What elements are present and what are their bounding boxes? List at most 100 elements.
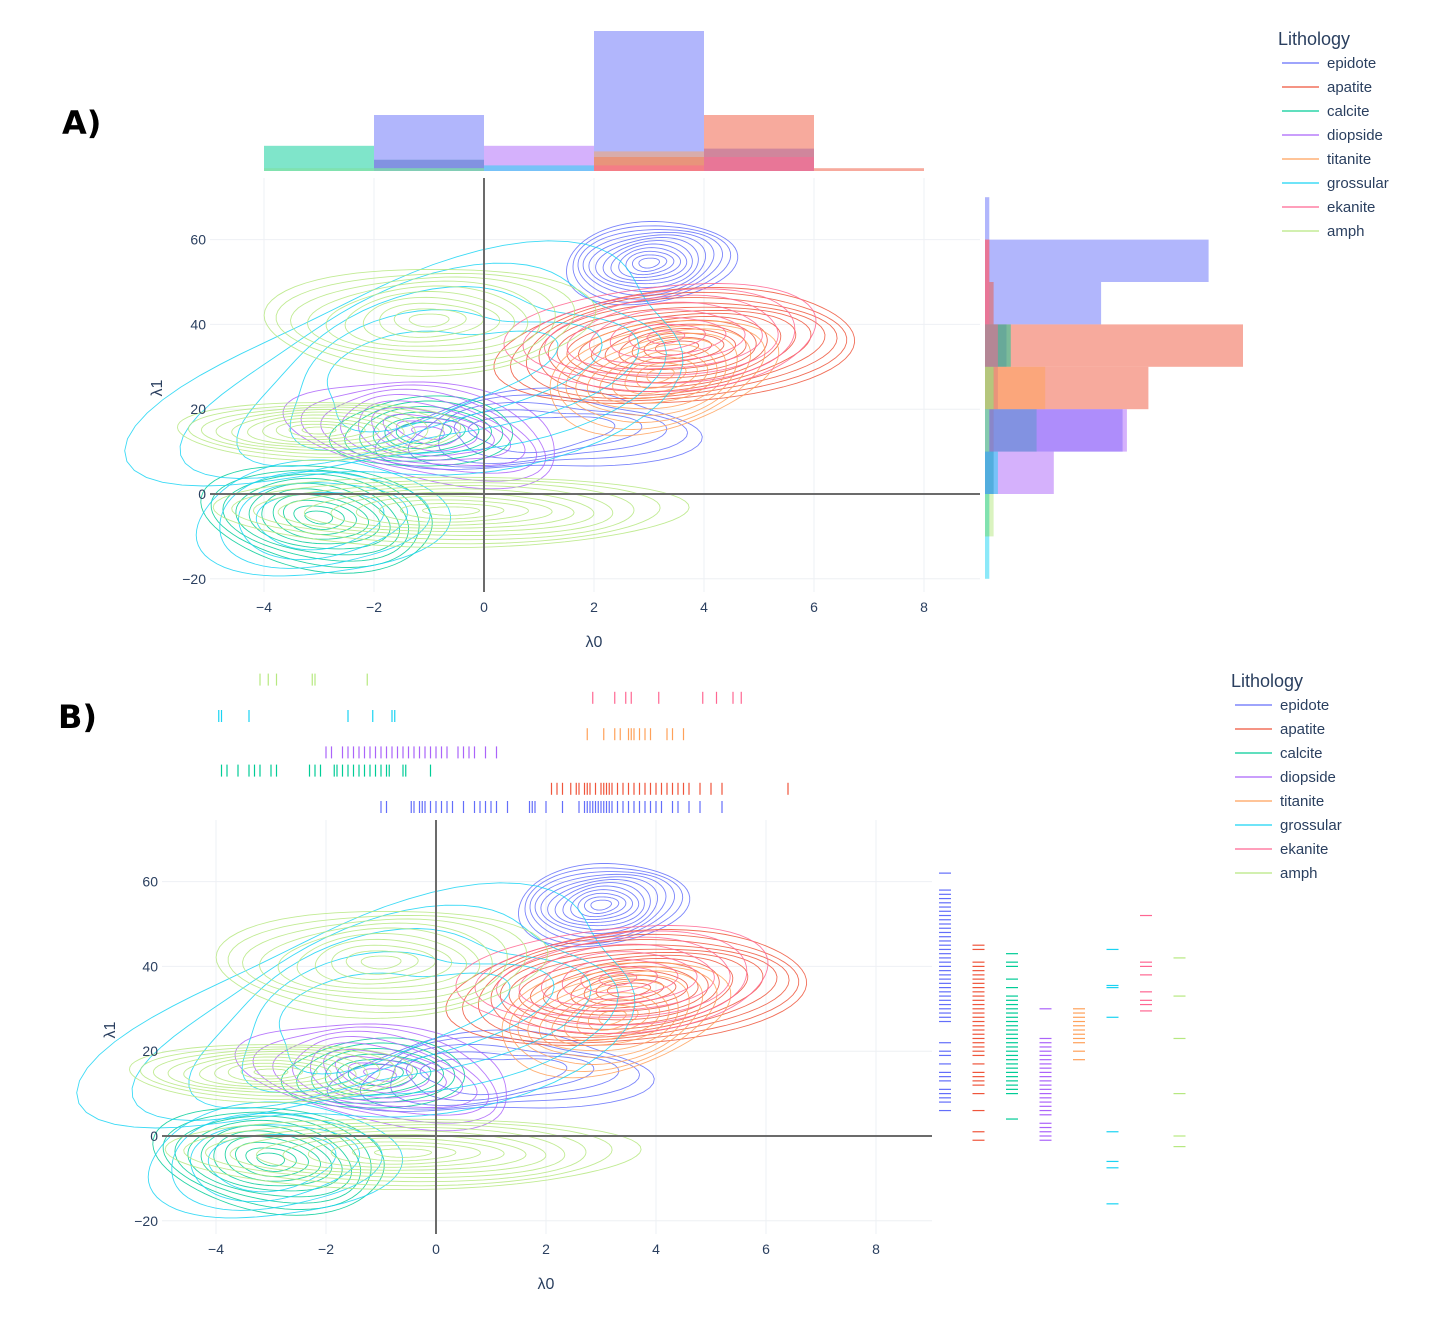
contour-line — [303, 488, 595, 533]
hist-x-bar-calcite — [264, 145, 374, 171]
contour-line — [204, 1124, 587, 1183]
y-tick-label: −20 — [182, 571, 206, 587]
legend-item-apatite[interactable]: apatite — [1282, 79, 1372, 96]
hist-x-bar-amph — [264, 168, 374, 171]
hist-x-bar-diopside — [374, 159, 484, 171]
contour-line — [253, 1068, 289, 1077]
contour-plot-b — [76, 863, 808, 1219]
contour-line — [541, 951, 698, 1006]
y-tick-label: 40 — [190, 316, 206, 332]
contour-line — [277, 485, 614, 536]
legend-title-a: Lithology — [1278, 29, 1350, 49]
x-tick-label: 6 — [762, 1241, 770, 1257]
contour-line — [259, 922, 493, 1000]
contour-line — [242, 918, 508, 1007]
contour-line — [359, 406, 492, 458]
legend-item-epidote[interactable]: epidote — [1235, 697, 1329, 714]
legend-item-amph[interactable]: amph — [1282, 223, 1365, 240]
contour-line — [587, 1004, 639, 1031]
contour-line — [421, 506, 481, 516]
contour-line — [525, 297, 838, 399]
contour-line — [277, 927, 481, 994]
contour-line — [474, 930, 748, 1026]
legend-item-amph[interactable]: amph — [1235, 865, 1318, 882]
hist-y-bar-diopside — [985, 409, 1127, 452]
contour-line — [292, 1036, 478, 1108]
contour-line — [348, 1062, 413, 1088]
contour-series-ekanite — [455, 925, 769, 1035]
contour-line — [477, 939, 790, 1041]
contour-line — [400, 503, 505, 520]
contour-line — [290, 276, 556, 365]
contour-line — [359, 1036, 641, 1110]
legend-item-apatite[interactable]: apatite — [1235, 721, 1325, 738]
contour-line — [326, 1029, 655, 1112]
contour-line — [289, 309, 603, 451]
legend-label: calcite — [1327, 103, 1370, 120]
legend-item-calcite[interactable]: calcite — [1235, 745, 1323, 762]
contour-series-epidote — [326, 863, 691, 1112]
marginal-y-rug-b — [939, 872, 1186, 1205]
contour-line — [517, 970, 704, 1065]
contour-line — [231, 411, 405, 448]
legend-item-grossular[interactable]: grossular — [1235, 817, 1342, 834]
x-tick-label: −4 — [256, 599, 272, 615]
legend-item-grossular[interactable]: grossular — [1282, 175, 1389, 192]
contour-line — [129, 1044, 414, 1104]
legend-item-diopside[interactable]: diopside — [1282, 127, 1383, 144]
contour-line — [162, 1111, 372, 1210]
legend-item-calcite[interactable]: calcite — [1282, 103, 1370, 120]
legend-item-titanite[interactable]: titanite — [1282, 151, 1371, 168]
contour-line — [554, 882, 645, 927]
contour-line — [124, 240, 684, 487]
legend-label: diopside — [1280, 769, 1336, 786]
contour-line — [210, 469, 420, 568]
y-tick-label: −20 — [134, 1213, 158, 1229]
x-tick-label: 4 — [652, 1241, 660, 1257]
contour-line — [462, 933, 800, 1044]
contour-line — [283, 499, 357, 535]
contour-line — [625, 250, 675, 276]
contour-line — [408, 313, 450, 328]
hist-x-bar-amph — [374, 168, 484, 171]
legend-item-titanite[interactable]: titanite — [1235, 793, 1324, 810]
contour-line — [140, 1046, 396, 1100]
legend-label: grossular — [1280, 817, 1342, 834]
contour-series-ekanite — [503, 283, 817, 393]
contour-line — [188, 928, 592, 1109]
contour-line — [503, 283, 817, 393]
contour-line — [214, 1059, 332, 1085]
y-tick-label: 20 — [142, 1043, 158, 1059]
legend-item-ekanite[interactable]: ekanite — [1282, 199, 1375, 216]
contour-line — [547, 879, 651, 930]
contour-line — [595, 237, 699, 288]
contour-series-grossular — [76, 882, 636, 1219]
contour-line — [256, 1152, 286, 1167]
x-tick-label: 2 — [590, 599, 598, 615]
contour-line — [262, 417, 380, 443]
contour-line — [564, 992, 661, 1042]
hist-y-bar-amph — [985, 494, 994, 537]
legend-b[interactable]: Lithology epidote apatite calcite diopside t… — [1231, 671, 1342, 882]
contour-line — [355, 495, 553, 526]
contour-line — [320, 388, 538, 474]
contour-line — [235, 477, 400, 556]
contour-line — [296, 933, 468, 989]
contour-line — [183, 1121, 613, 1187]
contour-line — [527, 974, 690, 1058]
legend-a[interactable]: Lithology epidote apatite calcite diopside t… — [1278, 29, 1389, 240]
contour-line — [538, 980, 679, 1052]
contour-line — [195, 459, 452, 577]
contour-line — [542, 961, 709, 1016]
contour-line — [638, 257, 660, 269]
contour-line — [534, 873, 667, 938]
legend-item-epidote[interactable]: epidote — [1282, 55, 1376, 72]
contour-line — [419, 1058, 568, 1096]
legend-item-diopside[interactable]: diopside — [1235, 769, 1336, 786]
legend-item-ekanite[interactable]: ekanite — [1235, 841, 1328, 858]
contour-line — [566, 312, 782, 384]
legend-label: diopside — [1327, 127, 1383, 144]
contour-line — [595, 978, 664, 1002]
contour-line — [183, 1053, 357, 1090]
